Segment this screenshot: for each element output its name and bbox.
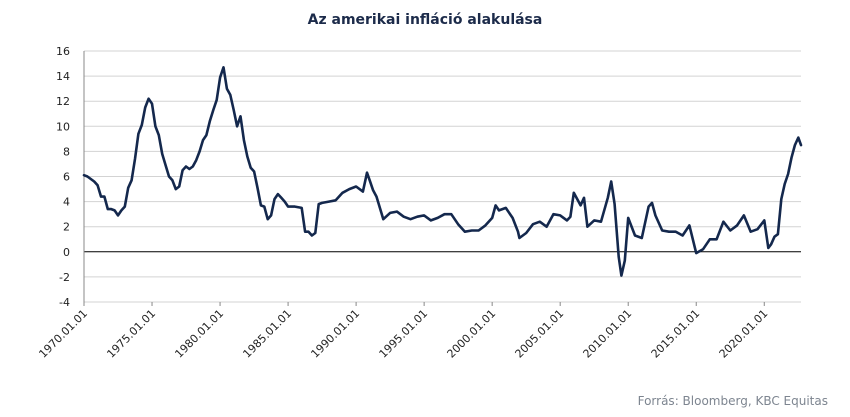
series-layer bbox=[82, 66, 803, 277]
y-tick-label: 10 bbox=[56, 120, 70, 133]
x-tick-label: 1995.01.01 bbox=[377, 307, 431, 361]
y-tick-label: 8 bbox=[63, 145, 70, 158]
x-tick-label: 2005.01.01 bbox=[513, 307, 567, 361]
y-tick-label: 14 bbox=[56, 70, 70, 83]
chart-title: Az amerikai infláció alakulása bbox=[307, 12, 543, 28]
gridlines bbox=[84, 50, 801, 303]
inflation-series-line bbox=[82, 66, 803, 277]
y-tick-labels: -4 -2 0 2 4 6 8 10 12 14 16 bbox=[56, 45, 70, 309]
x-tick-label: 2015.01.01 bbox=[649, 307, 703, 361]
x-tick-label: 1975.01.01 bbox=[104, 307, 158, 361]
x-tick-label: 1990.01.01 bbox=[308, 307, 362, 361]
source-note: Forrás: Bloomberg, KBC Equitas bbox=[637, 394, 828, 408]
y-tick-label: 0 bbox=[63, 246, 70, 259]
y-tick-label: 12 bbox=[56, 95, 70, 108]
x-tick-label: 1980.01.01 bbox=[172, 307, 226, 361]
x-tick-labels: 1970.01.01 1975.01.01 1980.01.01 1985.01.01… bbox=[36, 307, 770, 361]
y-tick-label: 2 bbox=[63, 221, 70, 234]
x-tick-label: 1985.01.01 bbox=[240, 307, 294, 361]
axes bbox=[83, 51, 801, 306]
y-tick-label: -2 bbox=[59, 271, 70, 284]
y-tick-label: 16 bbox=[56, 45, 70, 58]
x-tick-label: 1970.01.01 bbox=[36, 307, 90, 361]
x-tick-label: 2000.01.01 bbox=[445, 307, 499, 361]
x-tick-label: 2020.01.01 bbox=[717, 307, 771, 361]
x-tick-label: 2010.01.01 bbox=[581, 307, 635, 361]
y-tick-label: -4 bbox=[59, 296, 70, 309]
y-tick-label: 4 bbox=[63, 196, 70, 209]
y-tick-label: 6 bbox=[63, 171, 70, 184]
